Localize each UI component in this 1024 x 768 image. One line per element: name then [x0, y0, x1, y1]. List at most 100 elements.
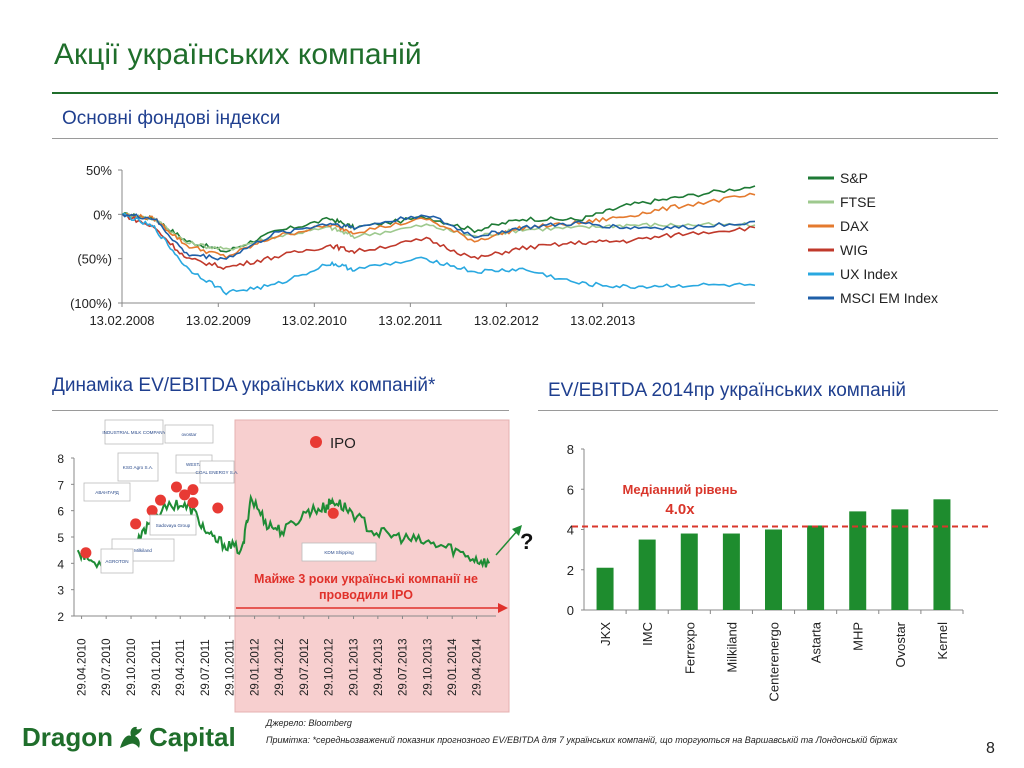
company-logo-text: KDM Shipping [324, 550, 354, 555]
series-line [121, 213, 756, 261]
ev-dynamics-divider [52, 410, 509, 411]
legend-label: WIG [840, 242, 868, 258]
x-tick-label: 29.10.2012 [324, 638, 336, 696]
x-tick-label: Centerenergo [767, 622, 782, 702]
ev-2014-chart: 8 6 4 2 0 JKX IMC Ferrexpo Milkiland Centerenergo… [567, 442, 990, 702]
x-tick-label: 29.04.2013 [373, 638, 385, 696]
y-tick-label: 2 [567, 563, 574, 578]
median-label: Медіанний рівень [623, 482, 738, 497]
y-tick-label: 8 [57, 452, 64, 466]
page-title: Акції українських компаній [54, 38, 422, 71]
legend-label: MSCI EM Index [840, 290, 938, 306]
trend-arrow-line [495, 529, 519, 556]
x-tick-label: 29.07.2011 [200, 639, 212, 696]
annotation-line-1: Майже 3 роки українські компанії не [254, 572, 478, 586]
x-tick-label: 29.01.2012 [250, 638, 262, 696]
company-logo-text: COAL ENERGY S.A. [196, 470, 239, 475]
ipo-marker [187, 484, 199, 496]
company-logo-box [164, 424, 214, 444]
y-tick-label: 4 [57, 557, 64, 571]
source-note: Джерело: Bloomberg [266, 718, 352, 728]
x-tick-label: JKX [598, 622, 613, 646]
y-tick-label: 5 [57, 531, 64, 545]
ipo-legend-label: IPO [330, 435, 356, 452]
brand-right: Capital [149, 722, 236, 752]
series-line [122, 192, 756, 260]
x-tick-label: 29.10.2011 [225, 639, 237, 696]
ipo-marker [187, 497, 199, 509]
series-line [121, 212, 756, 251]
trend-arrow-head [512, 525, 522, 536]
company-logo-text: Milkiland [134, 548, 152, 553]
series-line [122, 213, 756, 270]
ipo-marker [155, 494, 167, 506]
y-tick-label: 3 [57, 584, 64, 598]
company-logo-text: Sadovaya Group [156, 523, 191, 528]
ipo-legend-marker [310, 436, 322, 448]
no-ipo-annotation: Майже 3 роки українські компанії не прово… [254, 572, 478, 602]
y-tick-label: (50%) [77, 252, 112, 267]
ev-ebitda-line [76, 493, 491, 570]
y-tick-label: 6 [567, 482, 574, 497]
bar-ferrexpo [680, 533, 698, 610]
indices-section-title: Основні фондові індекси [62, 108, 281, 129]
x-tick-label: Astarta [809, 621, 824, 663]
ipo-marker [146, 505, 158, 517]
company-logo-text: INDUSTRIAL MILK COMPANY [102, 430, 165, 435]
bar-kernel [933, 499, 951, 610]
bar-imc [638, 539, 656, 610]
x-tick-label: 29.04.2014 [472, 638, 484, 696]
company-logo-text: AGROTON [105, 559, 128, 564]
ipo-marker [327, 507, 339, 519]
x-tick-label: 13.02.2009 [186, 313, 251, 328]
x-tick-label: 29.07.2013 [397, 638, 409, 696]
median-value-label: 4.0x [665, 501, 695, 518]
x-tick-label: Milkiland [724, 622, 739, 673]
company-logo-text: ovostar [181, 432, 197, 437]
y-tick-label: 8 [567, 442, 574, 457]
y-tick-label: (100%) [70, 296, 112, 311]
y-tick-label: 7 [57, 478, 64, 492]
x-tick-label: 13.02.2008 [89, 313, 154, 328]
x-tick-label: 29.04.2010 [77, 638, 89, 696]
brand-left: Dragon [22, 722, 113, 752]
bar-ovostar [891, 509, 909, 610]
company-logo-box [83, 482, 131, 502]
x-tick-label: 13.02.2012 [474, 313, 539, 328]
x-tick-label: 29.01.2011 [151, 639, 163, 696]
annotation-arrow-head [498, 603, 508, 613]
company-logo-box [301, 542, 377, 562]
no-ipo-period-shade [234, 419, 510, 713]
bar-mhp [849, 511, 867, 610]
x-tick-label: 29.01.2013 [349, 638, 361, 696]
annotation-line-2: проводили IPO [319, 588, 413, 602]
x-tick-label: 29.04.2012 [274, 638, 286, 696]
ipo-marker [80, 547, 92, 559]
x-tick-label: MHP [851, 622, 866, 651]
company-logo-text: WESTA [186, 462, 203, 467]
y-tick-label: 2 [57, 610, 64, 624]
company-logo-box [117, 452, 159, 482]
indices-divider [52, 138, 998, 139]
company-logo-text: АВАНГАРД [95, 490, 119, 495]
ev-dynamics-section-title: Динаміка EV/EBITDA українських компаній* [52, 375, 436, 396]
bar-astarta [807, 525, 825, 610]
x-tick-label: 29.07.2010 [101, 638, 113, 696]
company-logo-text: KSG Agro S.A. [123, 465, 153, 470]
y-tick-label: 4 [567, 523, 574, 538]
y-tick-label: 0% [93, 207, 112, 222]
x-tick-label: 29.10.2010 [126, 638, 138, 696]
legend-label: FTSE [840, 194, 876, 210]
series-line [122, 212, 756, 296]
bar-centerenergo [765, 529, 782, 610]
bar-milkiland [722, 533, 740, 610]
ipo-marker [170, 481, 182, 493]
dragon-icon [120, 726, 142, 748]
x-tick-label: 13.02.2010 [282, 313, 347, 328]
footnote: Примітка: *середньозважений показник про… [266, 735, 898, 745]
bar-jkx [596, 567, 614, 610]
x-tick-label: IMC [640, 622, 655, 646]
company-logo-box [100, 548, 134, 574]
title-divider [52, 92, 998, 94]
ipo-marker [179, 489, 191, 501]
